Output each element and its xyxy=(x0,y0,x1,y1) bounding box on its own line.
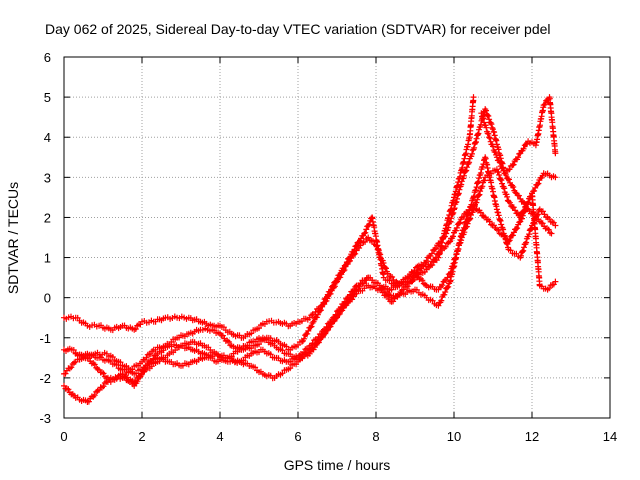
y-tick-label: -1 xyxy=(39,331,51,346)
plus-markers xyxy=(478,94,559,177)
y-tick-label: 0 xyxy=(44,291,51,306)
series-track-2 xyxy=(61,106,555,373)
x-tick-label: 14 xyxy=(603,429,617,444)
x-tick-label: 4 xyxy=(216,429,223,444)
series-track-3 xyxy=(61,166,559,405)
x-tick-label: 10 xyxy=(447,429,461,444)
y-tick-label: 4 xyxy=(44,130,51,145)
y-tick-label: 2 xyxy=(44,210,51,225)
plus-markers xyxy=(72,190,559,389)
y-axis-label: SDTVAR / TECUs xyxy=(5,182,21,294)
x-tick-label: 12 xyxy=(525,429,539,444)
y-tick-label: 1 xyxy=(44,251,51,266)
x-axis-label: GPS time / hours xyxy=(284,457,391,473)
y-tick-label: 5 xyxy=(44,90,51,105)
data-series xyxy=(61,94,559,405)
y-tick-labels: -3 -2 -1 0 1 2 3 4 5 6 xyxy=(39,50,51,426)
y-tick-label: 6 xyxy=(44,50,51,65)
x-tick-label: 6 xyxy=(294,429,301,444)
chart-title: Day 062 of 2025, Sidereal Day-to-day VTE… xyxy=(45,21,551,37)
series-track-6 xyxy=(478,94,559,177)
x-tick-label: 0 xyxy=(60,429,67,444)
plus-markers xyxy=(61,166,559,405)
x-tick-label: 2 xyxy=(138,429,145,444)
plot-frame xyxy=(63,56,611,419)
axis-ticks xyxy=(63,56,611,419)
gridlines xyxy=(64,57,610,418)
y-tick-label: 3 xyxy=(44,170,51,185)
y-tick-label: -3 xyxy=(39,411,51,426)
x-tick-label: 8 xyxy=(372,429,379,444)
y-tick-label: -2 xyxy=(39,371,51,386)
series-track-5 xyxy=(72,190,559,389)
plus-markers xyxy=(61,106,555,373)
x-tick-labels: 0 2 4 6 8 10 12 14 xyxy=(60,429,617,444)
